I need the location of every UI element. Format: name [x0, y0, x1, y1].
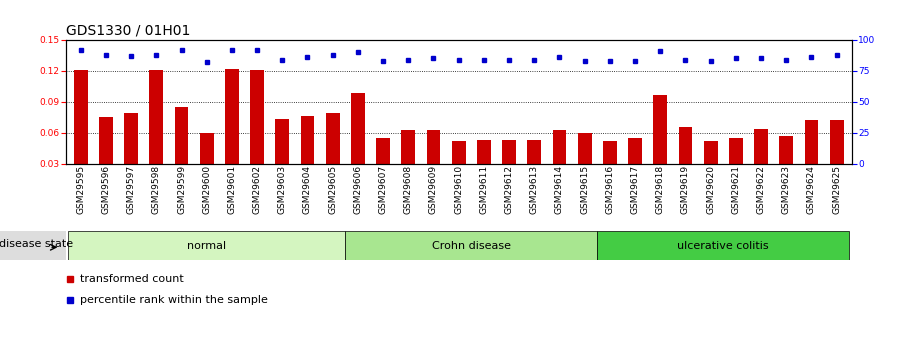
Bar — [527, 140, 541, 195]
Bar — [124, 113, 138, 195]
Text: GDS1330 / 01H01: GDS1330 / 01H01 — [66, 24, 190, 38]
Text: ulcerative colitis: ulcerative colitis — [678, 241, 769, 251]
Bar — [175, 107, 189, 195]
Bar — [653, 95, 667, 195]
Text: disease state: disease state — [0, 239, 73, 249]
Bar — [99, 117, 113, 195]
Bar — [679, 127, 692, 195]
Bar — [629, 138, 642, 195]
Bar — [326, 113, 340, 195]
Bar — [200, 133, 214, 195]
Bar — [74, 70, 87, 195]
Bar — [477, 140, 491, 195]
Bar — [426, 130, 440, 195]
Bar — [402, 130, 415, 195]
Bar — [301, 116, 314, 195]
Text: transformed count: transformed count — [80, 274, 183, 284]
Bar — [703, 141, 718, 195]
Bar — [598, 231, 849, 260]
Text: normal: normal — [187, 241, 226, 251]
Bar — [553, 130, 567, 195]
Bar — [149, 70, 163, 195]
Bar — [345, 231, 598, 260]
Bar — [275, 119, 289, 195]
Bar — [502, 140, 516, 195]
Bar — [452, 141, 466, 195]
Bar — [68, 231, 345, 260]
Bar — [754, 129, 768, 195]
Bar — [251, 70, 264, 195]
Bar — [225, 69, 239, 195]
Bar — [830, 120, 844, 195]
Bar — [603, 141, 617, 195]
Bar — [376, 138, 390, 195]
Bar — [779, 136, 793, 195]
Bar — [578, 133, 591, 195]
Bar — [351, 93, 364, 195]
Text: percentile rank within the sample: percentile rank within the sample — [80, 295, 268, 305]
Text: Crohn disease: Crohn disease — [432, 241, 511, 251]
Bar — [804, 120, 818, 195]
Bar — [729, 138, 742, 195]
